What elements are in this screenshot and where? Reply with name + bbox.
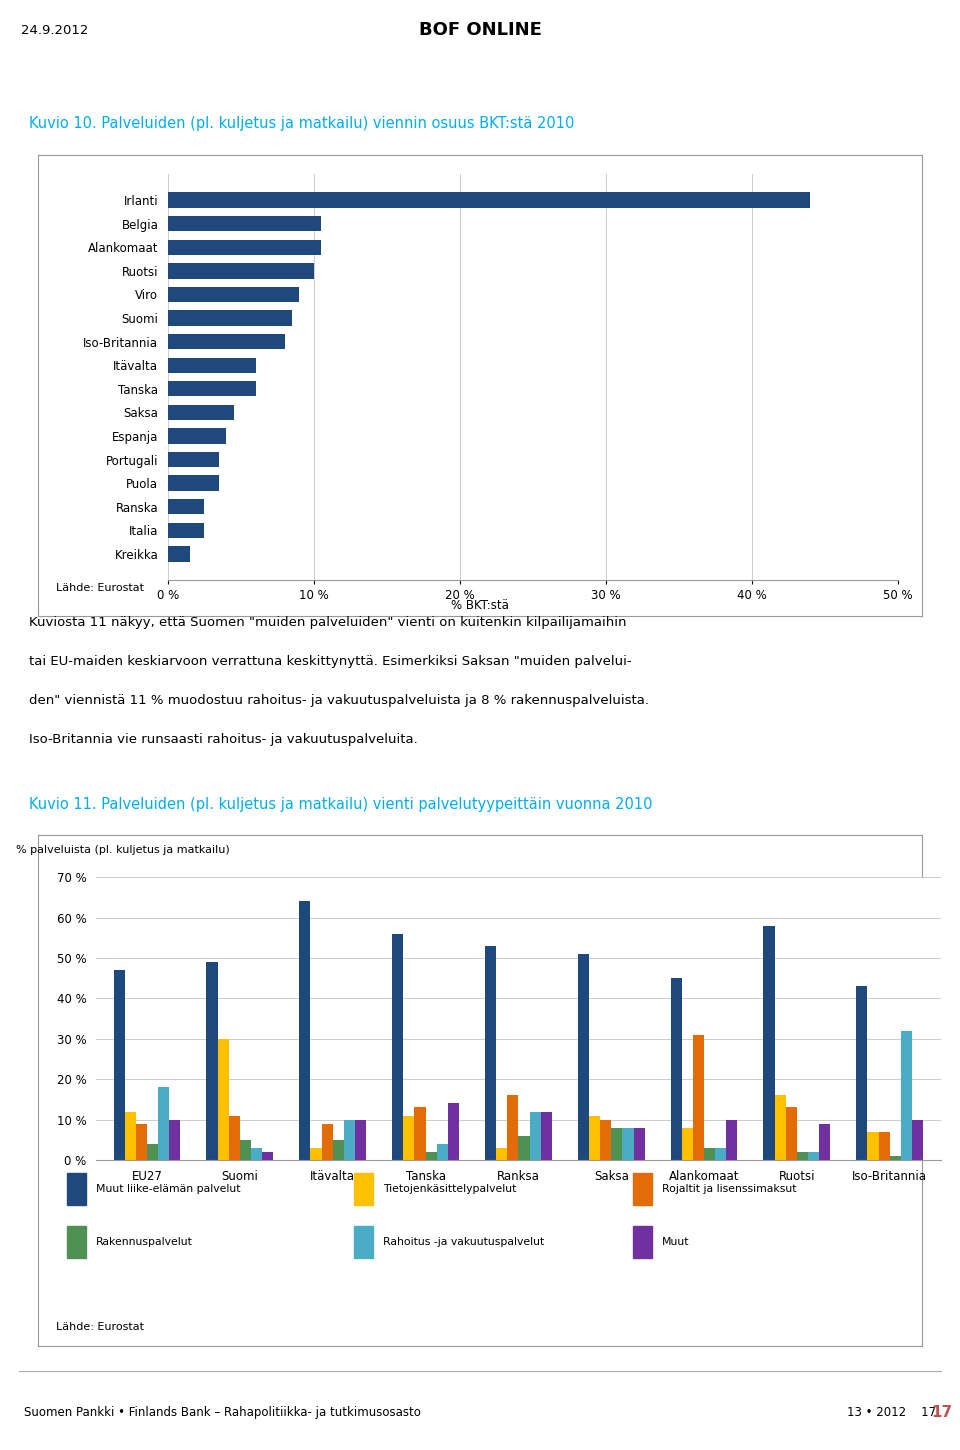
Bar	[355, 1119, 366, 1160]
Bar	[808, 1151, 819, 1160]
Bar	[168, 476, 219, 490]
Bar	[588, 1115, 600, 1160]
Bar	[168, 405, 233, 420]
Text: Suomen Pankki • Finlands Bank – Rahapolitiikka- ja tutkimusosasto: Suomen Pankki • Finlands Bank – Rahapoli…	[24, 1406, 420, 1420]
Bar	[333, 1140, 344, 1160]
Bar	[819, 1124, 830, 1160]
Bar	[890, 1156, 900, 1160]
Bar	[168, 239, 322, 255]
Bar	[704, 1148, 715, 1160]
Bar	[496, 1148, 507, 1160]
Bar	[507, 1095, 518, 1160]
Bar	[218, 1038, 228, 1160]
Bar	[715, 1148, 727, 1160]
Bar	[634, 1227, 652, 1259]
Text: % palveluista (pl. kuljetus ja matkailu): % palveluista (pl. kuljetus ja matkailu)	[15, 845, 229, 854]
Bar	[622, 1128, 634, 1160]
Bar	[518, 1135, 530, 1160]
Bar	[168, 358, 255, 373]
Bar	[158, 1088, 169, 1160]
Bar	[168, 428, 227, 444]
Bar	[415, 1108, 425, 1160]
Bar	[878, 1131, 890, 1160]
Bar	[634, 1173, 652, 1205]
Text: Iso-Britannia vie runsaasti rahoitus- ja vakuutuspalveluita.: Iso-Britannia vie runsaasti rahoitus- ja…	[29, 734, 418, 747]
Bar	[300, 902, 310, 1160]
Bar	[775, 1095, 786, 1160]
Bar	[168, 287, 300, 302]
Bar	[425, 1151, 437, 1160]
Bar	[682, 1128, 693, 1160]
Text: Lähde: Eurostat: Lähde: Eurostat	[56, 1322, 144, 1333]
Bar	[168, 522, 204, 538]
Bar	[168, 452, 219, 467]
Text: Kuvio 10. Palveluiden (pl. kuljetus ja matkailu) viennin osuus BKT:stä 2010: Kuvio 10. Palveluiden (pl. kuljetus ja m…	[29, 116, 574, 130]
Text: den" viennistä 11 % muodostuu rahoitus- ja vakuutuspalveluista ja 8 % rakennuspa: den" viennistä 11 % muodostuu rahoitus- …	[29, 695, 649, 708]
Text: 17: 17	[931, 1405, 952, 1420]
Bar	[169, 1119, 180, 1160]
Bar	[354, 1227, 373, 1259]
Bar	[540, 1112, 552, 1160]
Bar	[856, 986, 868, 1160]
Bar	[448, 1103, 459, 1160]
Text: Muut liike-elämän palvelut: Muut liike-elämän palvelut	[96, 1185, 240, 1195]
Bar	[168, 499, 204, 515]
Bar	[113, 970, 125, 1160]
Text: Rakennuspalvelut: Rakennuspalvelut	[96, 1237, 193, 1247]
Bar	[206, 963, 218, 1160]
Bar	[530, 1112, 540, 1160]
Bar	[354, 1173, 373, 1205]
Bar	[693, 1035, 704, 1160]
Bar	[392, 934, 403, 1160]
Bar	[251, 1148, 262, 1160]
Text: Lähde: Eurostat: Lähde: Eurostat	[56, 583, 144, 593]
Bar	[168, 264, 314, 278]
Bar	[168, 381, 255, 396]
Bar	[912, 1119, 924, 1160]
Bar	[900, 1031, 912, 1160]
Text: BOF ONLINE: BOF ONLINE	[419, 22, 541, 39]
Bar	[67, 1227, 85, 1259]
Bar	[136, 1124, 147, 1160]
Bar	[578, 954, 588, 1160]
Bar	[485, 945, 496, 1160]
Bar	[322, 1124, 333, 1160]
Bar	[634, 1128, 645, 1160]
Bar	[763, 925, 775, 1160]
Bar	[168, 310, 292, 326]
Bar	[671, 979, 682, 1160]
Bar	[868, 1131, 878, 1160]
Text: Kuviosta 11 näkyy, että Suomen "muiden palveluiden" vienti on kuitenkin kilpaili: Kuviosta 11 näkyy, että Suomen "muiden p…	[29, 616, 626, 629]
Bar	[168, 334, 285, 349]
Text: % BKT:stä: % BKT:stä	[451, 599, 509, 612]
Bar	[168, 547, 190, 561]
Bar	[228, 1115, 240, 1160]
Text: Muut: Muut	[662, 1237, 689, 1247]
Text: 13 • 2012    17: 13 • 2012 17	[847, 1406, 936, 1420]
Text: Tietojenkäsittelypalvelut: Tietojenkäsittelypalvelut	[383, 1185, 516, 1195]
Text: tai EU-maiden keskiarvoon verrattuna keskittynyttä. Esimerkiksi Saksan "muiden p: tai EU-maiden keskiarvoon verrattuna kes…	[29, 655, 632, 668]
Text: Kuvio 11. Palveluiden (pl. kuljetus ja matkailu) vienti palvelutyypeittäin vuonn: Kuvio 11. Palveluiden (pl. kuljetus ja m…	[29, 798, 652, 812]
Bar	[344, 1119, 355, 1160]
Bar	[240, 1140, 251, 1160]
Bar	[147, 1144, 158, 1160]
Bar	[600, 1119, 612, 1160]
Text: Rojaltit ja lisenssimaksut: Rojaltit ja lisenssimaksut	[662, 1185, 797, 1195]
Bar	[310, 1148, 322, 1160]
Bar	[437, 1144, 448, 1160]
Bar	[67, 1173, 85, 1205]
Bar	[797, 1151, 808, 1160]
Bar	[786, 1108, 797, 1160]
Bar	[403, 1115, 415, 1160]
Bar	[125, 1112, 136, 1160]
Bar	[168, 216, 322, 232]
Text: 24.9.2012: 24.9.2012	[21, 25, 88, 36]
Bar	[612, 1128, 622, 1160]
Bar	[727, 1119, 737, 1160]
Text: Rahoitus -ja vakuutuspalvelut: Rahoitus -ja vakuutuspalvelut	[383, 1237, 544, 1247]
Bar	[168, 193, 810, 207]
Bar	[262, 1151, 274, 1160]
